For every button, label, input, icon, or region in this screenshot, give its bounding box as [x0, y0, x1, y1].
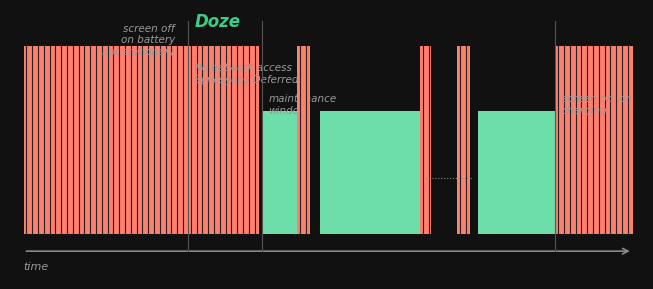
Bar — [457, 46, 470, 234]
Bar — [24, 46, 188, 234]
Text: screen on, or
charging: screen on, or charging — [562, 94, 630, 116]
Bar — [262, 111, 298, 234]
Bar — [188, 46, 259, 234]
Bar — [420, 46, 431, 234]
Text: No network access
Syncs/Jobs Deferred: No network access Syncs/Jobs Deferred — [195, 63, 299, 85]
Bar — [478, 111, 555, 234]
Text: time: time — [24, 262, 49, 272]
Bar — [320, 111, 420, 234]
Bar — [555, 46, 633, 234]
Text: maintenance
window: maintenance window — [268, 94, 337, 116]
Text: Doze: Doze — [195, 13, 240, 31]
Bar — [298, 46, 310, 234]
Text: screen off
on battery
not stationary: screen off on battery not stationary — [102, 24, 175, 57]
